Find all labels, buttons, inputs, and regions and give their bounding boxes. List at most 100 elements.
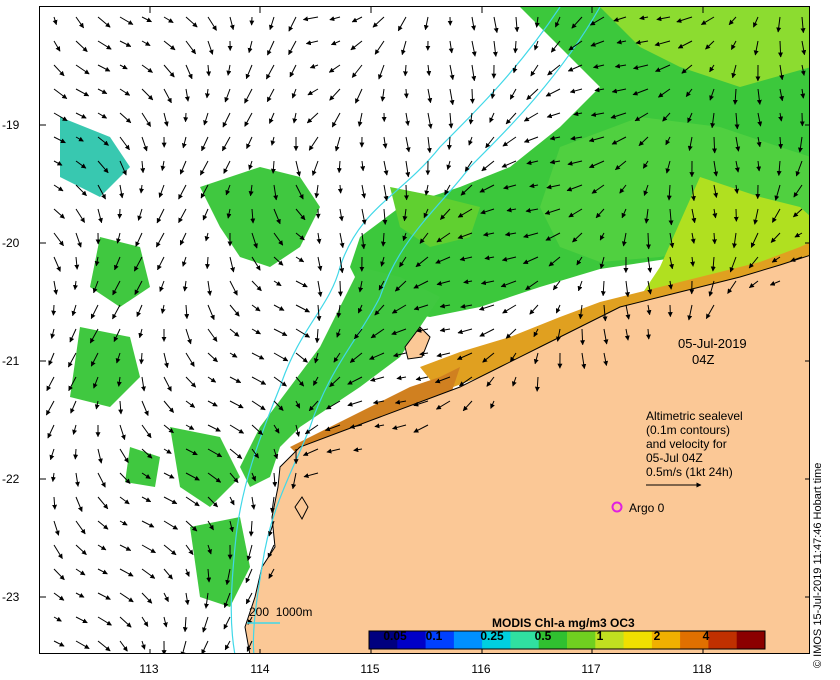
velocity-arrow	[251, 280, 262, 292]
velocity-arrow	[690, 184, 696, 202]
velocity-arrow	[753, 40, 759, 56]
velocity-arrow	[181, 256, 187, 267]
velocity-arrow	[735, 136, 741, 152]
velocity-arrow	[53, 208, 65, 219]
velocity-arrow	[339, 232, 345, 249]
velocity-arrow	[734, 184, 740, 194]
velocity-arrow	[53, 568, 65, 581]
velocity-arrow	[225, 184, 231, 196]
velocity-arrow	[75, 208, 86, 223]
velocity-arrow	[545, 88, 561, 97]
velocity-arrow	[468, 136, 473, 146]
velocity-arrow	[534, 376, 540, 392]
velocity-arrow	[317, 256, 323, 272]
velocity-arrow	[156, 208, 165, 224]
velocity-arrow	[712, 136, 718, 154]
velocity-arrow	[119, 520, 128, 526]
x-tick-label: 118	[692, 662, 712, 676]
velocity-arrow	[691, 208, 697, 224]
velocity-arrow	[97, 160, 109, 174]
velocity-arrow	[734, 160, 740, 173]
velocity-arrow	[184, 88, 190, 102]
velocity-arrow	[75, 520, 86, 535]
credit-text: © IMOS 15-Jul-2019 11:47:46 Hobart time	[812, 462, 824, 668]
velocity-arrow	[53, 592, 65, 601]
velocity-arrow	[307, 88, 319, 96]
velocity-arrow	[48, 352, 55, 366]
velocity-arrow	[207, 304, 215, 321]
chlorophyll-map: 0.05 0.1 0.25 0.5 1 2 4	[40, 7, 809, 653]
velocity-arrow	[337, 280, 343, 297]
velocity-arrow	[793, 208, 803, 218]
velocity-arrow	[489, 112, 495, 123]
velocity-arrow	[793, 184, 803, 198]
velocity-arrow	[316, 304, 322, 322]
velocity-arrow	[139, 184, 145, 194]
velocity-arrow	[273, 184, 279, 201]
velocity-arrow	[202, 616, 209, 633]
velocity-arrow	[349, 352, 363, 363]
velocity-arrow	[705, 40, 715, 50]
velocity-arrow	[226, 64, 232, 76]
velocity-arrow	[505, 112, 517, 125]
colorbar-swatch	[538, 631, 568, 649]
velocity-arrow	[119, 136, 130, 151]
velocity-arrow	[185, 40, 197, 55]
velocity-arrow	[448, 112, 454, 129]
velocity-arrow	[75, 496, 83, 512]
velocity-arrow	[424, 184, 430, 196]
argo-float-marker	[611, 501, 623, 513]
velocity-arrow	[413, 280, 429, 289]
velocity-arrow	[347, 400, 363, 407]
velocity-arrow	[668, 280, 674, 290]
velocity-arrow	[644, 208, 650, 224]
velocity-arrow	[336, 160, 342, 174]
velocity-arrow	[314, 184, 320, 199]
velocity-arrow	[250, 496, 256, 510]
velocity-arrow	[594, 87, 605, 93]
velocity-arrow	[163, 352, 169, 369]
velocity-arrow	[207, 352, 218, 363]
colorbar-swatch	[680, 631, 709, 649]
velocity-arrow	[69, 328, 77, 343]
velocity-arrow	[72, 280, 78, 291]
velocity-arrow	[549, 135, 561, 141]
velocity-arrow	[413, 424, 429, 433]
velocity-arrow	[289, 64, 297, 78]
velocity-arrow	[621, 208, 627, 219]
velocity-arrow	[229, 448, 243, 459]
velocity-arrow	[246, 136, 253, 149]
velocity-arrow	[75, 640, 90, 650]
velocity-arrow	[246, 640, 253, 652]
velocity-arrow	[185, 376, 197, 388]
velocity-arrow	[577, 280, 583, 292]
colorbar-tick-label: 4	[703, 629, 710, 643]
velocity-arrow	[272, 472, 278, 488]
velocity-arrow	[463, 279, 473, 285]
velocity-arrow	[97, 208, 103, 224]
velocity-arrow	[295, 424, 301, 437]
velocity-arrow	[221, 136, 231, 152]
velocity-arrow	[75, 64, 90, 75]
velocity-arrow	[203, 112, 209, 126]
colorbar-swatch	[482, 631, 511, 649]
velocity-arrow	[53, 136, 66, 144]
velocity-arrow	[295, 208, 306, 221]
velocity-arrow	[273, 256, 284, 266]
velocity-arrow	[380, 88, 386, 102]
velocity-arrow	[351, 64, 363, 78]
velocity-arrow	[603, 352, 609, 366]
velocity-arrow	[423, 208, 429, 219]
velocity-arrow	[687, 136, 693, 151]
velocity-arrow	[619, 184, 627, 194]
velocity-arrow	[656, 16, 671, 22]
velocity-arrow	[502, 136, 517, 147]
velocity-arrow	[119, 40, 132, 47]
velocity-arrow	[207, 424, 221, 432]
velocity-arrow	[479, 184, 495, 193]
velocity-arrow	[75, 88, 90, 97]
colorbar-border	[368, 630, 766, 650]
velocity-arrow	[163, 592, 169, 603]
velocity-arrow	[590, 40, 605, 47]
velocity-arrow	[471, 64, 477, 82]
